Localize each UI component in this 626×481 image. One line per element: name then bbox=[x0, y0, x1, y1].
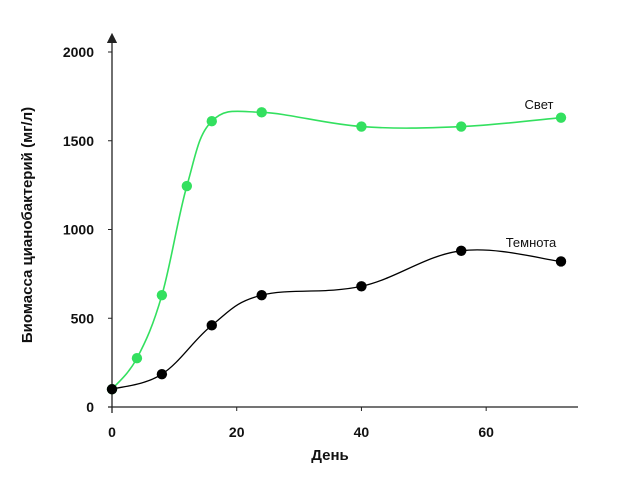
data-point bbox=[356, 281, 367, 292]
data-point bbox=[555, 256, 567, 267]
y-tick-label: 0 bbox=[86, 399, 94, 415]
data-point bbox=[356, 121, 367, 132]
axes: 0 500 1000 1500 2000 0 20 40 60 bbox=[63, 32, 578, 440]
data-point bbox=[256, 289, 267, 301]
y-tick-label: 1500 bbox=[63, 133, 94, 149]
data-point bbox=[555, 112, 567, 123]
x-tick-label: 0 bbox=[108, 424, 116, 440]
series-line-dark bbox=[111, 249, 562, 390]
y-tick-label: 1000 bbox=[63, 222, 94, 238]
x-tick-label: 20 bbox=[229, 424, 245, 440]
y-axis-label: Биомасса цианобактерий (мг/л) bbox=[19, 107, 36, 343]
data-point bbox=[156, 368, 168, 380]
x-tick-label: 40 bbox=[354, 424, 370, 440]
data-point bbox=[181, 180, 193, 192]
data-points bbox=[106, 107, 567, 395]
data-point bbox=[456, 121, 467, 132]
y-tick-label: 500 bbox=[71, 310, 95, 326]
data-point bbox=[456, 245, 467, 256]
data-point bbox=[131, 352, 143, 364]
data-point bbox=[206, 116, 217, 127]
data-point bbox=[156, 289, 168, 301]
series-lines bbox=[111, 110, 562, 390]
x-axis-label: День bbox=[311, 447, 349, 464]
x-tick-label: 60 bbox=[478, 424, 494, 440]
series-label: Свет bbox=[525, 97, 554, 112]
y-tick-label: 2000 bbox=[63, 44, 94, 60]
series-label: Темнота bbox=[506, 235, 557, 250]
data-point bbox=[256, 107, 267, 118]
data-point bbox=[206, 320, 217, 331]
data-point bbox=[106, 384, 118, 395]
labels: День Биомасса цианобактерий (мг/л) Свет Т… bbox=[19, 97, 557, 464]
